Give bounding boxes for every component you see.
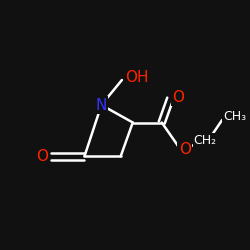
Text: O: O xyxy=(36,149,48,164)
Text: O: O xyxy=(179,142,191,157)
Text: OH: OH xyxy=(126,70,149,85)
Text: O: O xyxy=(172,90,184,105)
Text: N: N xyxy=(96,98,107,112)
Text: CH₃: CH₃ xyxy=(223,110,246,123)
Text: CH₂: CH₂ xyxy=(194,134,217,146)
